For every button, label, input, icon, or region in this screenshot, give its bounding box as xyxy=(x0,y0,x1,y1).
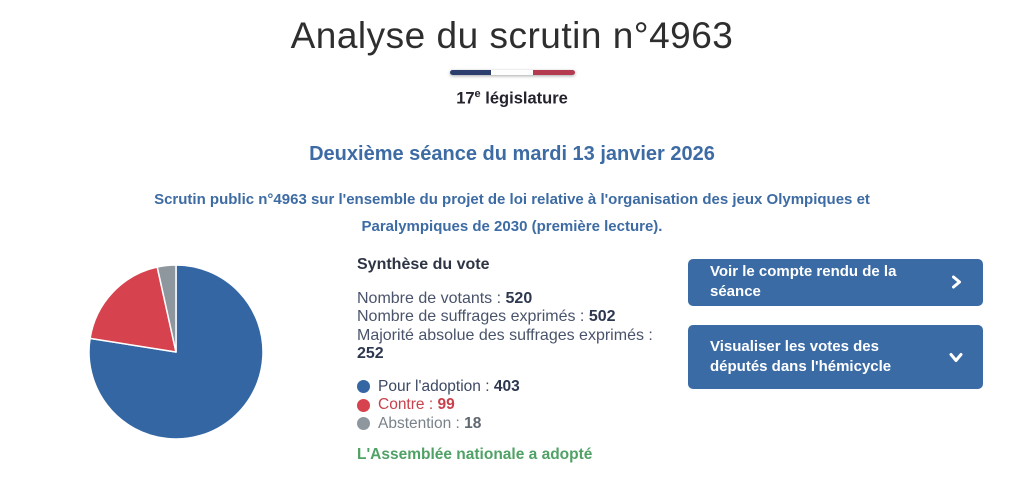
legend-pour-label: Pour l'adoption : xyxy=(378,377,494,395)
chevron-right-icon xyxy=(952,275,961,289)
pie-slice-pour-l-adoption[interactable] xyxy=(88,263,264,440)
legend-item-abstention: Abstention : 18 xyxy=(357,415,677,434)
legend-contre-text: Contre : 99 xyxy=(378,396,455,415)
stat-exprimes: Nombre de suffrages exprimés : 502 xyxy=(357,308,677,327)
vote-pie-chart[interactable] xyxy=(88,263,264,440)
session-heading: Deuxième séance du mardi 13 janvier 2026 xyxy=(309,142,715,165)
vote-synthesis-panel: Synthèse du vote Nombre de votants : 520… xyxy=(357,256,677,465)
legend-item-contre: Contre : 99 xyxy=(357,396,677,415)
view-deputies-votes-label: Visualiser les votes des députés dans l'… xyxy=(710,337,892,375)
legislature-exponent: e xyxy=(474,88,481,100)
stat-majorite: Majorité absolue des suffrages exprimés … xyxy=(357,327,677,364)
legend-contre-value: 99 xyxy=(437,396,455,413)
legislature-word: législature xyxy=(485,89,568,108)
stat-votants-value: 520 xyxy=(505,289,533,307)
action-buttons-column: Voir le compte rendu de la séance Visual… xyxy=(688,258,983,389)
view-deputies-votes-button[interactable]: Visualiser les votes des députés dans l'… xyxy=(688,324,983,389)
legend-abstention-text: Abstention : 18 xyxy=(378,415,481,434)
view-session-report-label: Voir le compte rendu de la séance xyxy=(710,263,897,300)
legislature-number: 17 xyxy=(456,89,475,108)
view-session-report-button[interactable]: Voir le compte rendu de la séance xyxy=(688,258,983,306)
pie-slice-abstention[interactable] xyxy=(156,263,177,353)
flag-red-segment xyxy=(532,70,575,75)
stat-votants: Nombre de votants : 520 xyxy=(357,290,677,309)
stat-majorite-value: 252 xyxy=(357,345,384,362)
stat-votants-label: Nombre de votants : xyxy=(357,289,506,307)
legend-pour-value: 403 xyxy=(493,377,520,395)
legend-item-pour: Pour l'adoption : 403 xyxy=(357,378,677,397)
pie-chart-svg[interactable] xyxy=(88,263,264,440)
stat-majorite-label: Majorité absolue des suffrages exprimés … xyxy=(357,326,653,344)
legislature-label: 17e législature xyxy=(0,88,1024,109)
pie-slice-contre[interactable] xyxy=(89,265,177,353)
pie-legend: Pour l'adoption : 403 Contre : 99 Absten… xyxy=(357,378,677,434)
french-flag-divider xyxy=(449,70,575,75)
synthesis-title: Synthèse du vote xyxy=(357,255,490,273)
pour-dot-icon xyxy=(357,380,370,394)
stat-exprimes-label: Nombre de suffrages exprimés : xyxy=(357,308,589,325)
legend-abstention-label: Abstention : xyxy=(378,414,465,432)
legend-abstention-value: 18 xyxy=(464,414,482,432)
scrutin-analysis-page: Analyse du scrutin n°4963 17e législatur… xyxy=(0,15,1024,494)
vote-result-text: L'Assemblée nationale a adopté xyxy=(357,446,593,463)
contre-dot-icon xyxy=(357,398,370,412)
session-description: Scrutin public n°4963 sur l'ensemble du … xyxy=(154,190,870,235)
flag-white-segment xyxy=(491,70,533,75)
page-title: Analyse du scrutin n°4963 xyxy=(290,15,734,56)
main-content-row: Synthèse du vote Nombre de votants : 520… xyxy=(0,252,1024,465)
legend-contre-label: Contre : xyxy=(378,396,438,413)
chevron-down-icon xyxy=(949,352,963,362)
abstention-dot-icon xyxy=(357,417,370,431)
legend-pour-text: Pour l'adoption : 403 xyxy=(378,378,520,397)
stat-exprimes-value: 502 xyxy=(588,308,616,325)
flag-blue-segment xyxy=(449,70,492,75)
